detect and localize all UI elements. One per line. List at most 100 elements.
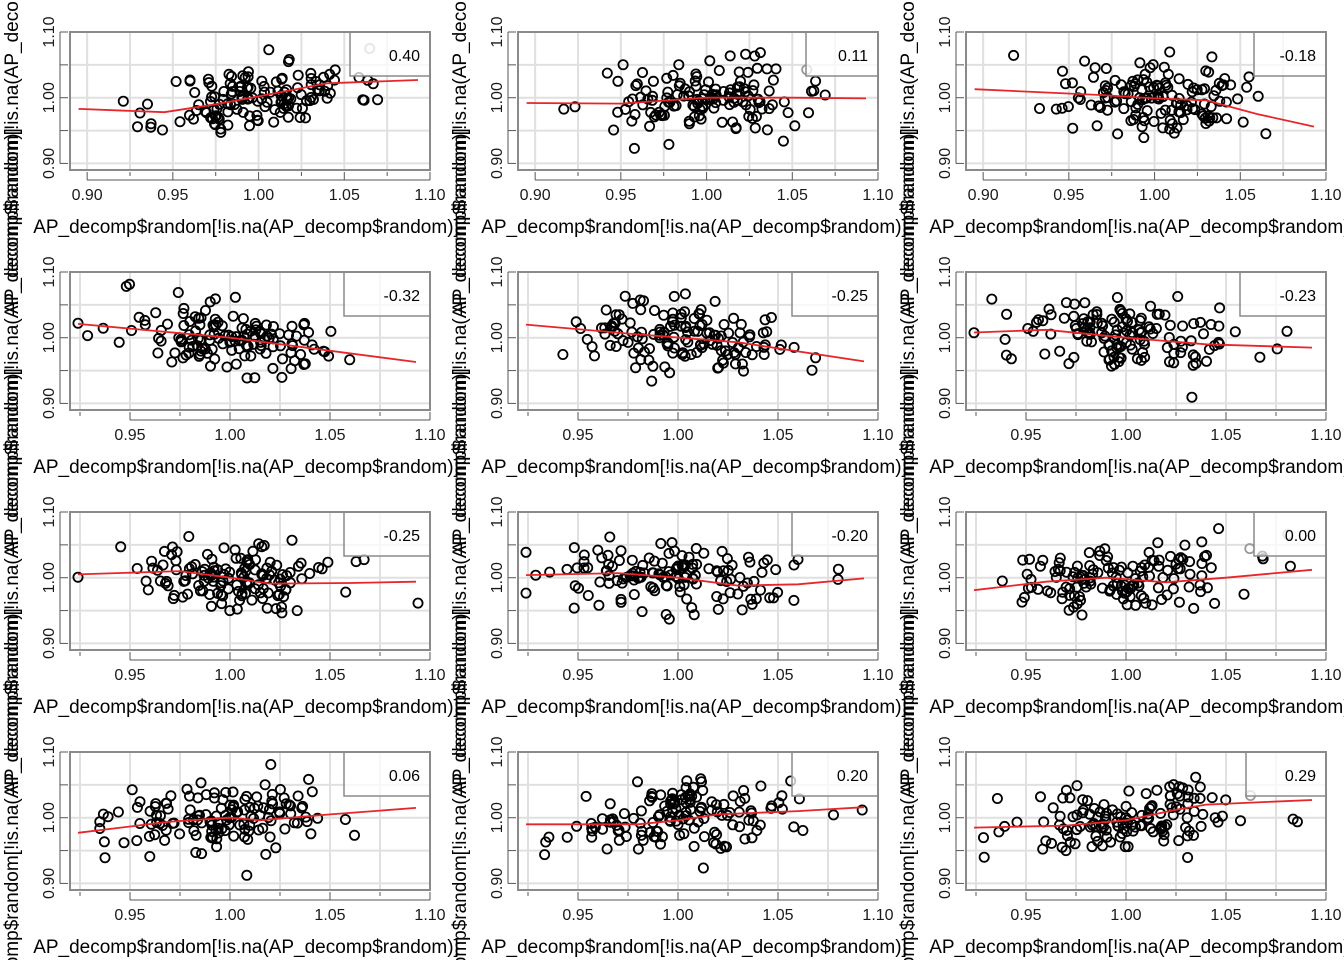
data-point: [635, 805, 647, 817]
data-point: [730, 122, 742, 134]
data-point: [265, 759, 277, 771]
data-point: [305, 67, 317, 79]
data-point: [663, 547, 675, 559]
data-point: [249, 564, 261, 576]
panel-border: [517, 31, 879, 171]
data-point: [571, 562, 583, 574]
data-point: [1152, 537, 1164, 549]
data-point: [628, 142, 640, 154]
y-axis-title: AP_decomp$random[!is.na(AP_decomp$random…: [898, 368, 919, 794]
panel-lag-1: 0.40 0.90 0.95 1.00 1.05 1.10 0.90 1.00 1.10 AP_d…: [2, 0, 459, 314]
data-point: [698, 547, 710, 559]
x-axis-title: AP_decomp$random[!is.na(AP_decomp$random…: [929, 937, 1344, 958]
data-point: [1047, 802, 1059, 814]
data-point: [209, 110, 221, 122]
data-point: [606, 320, 618, 332]
data-point: [190, 829, 202, 841]
data-point: [1084, 821, 1096, 833]
data-point: [1145, 300, 1157, 312]
data-point: [97, 322, 109, 334]
data-point: [578, 562, 590, 574]
smooth-line: [525, 323, 865, 363]
y-axis-title: AP_decomp$random[!is.na(AP_decomp$random…: [898, 128, 919, 554]
data-point: [637, 559, 649, 571]
x-tick-label: 1.05: [314, 667, 345, 684]
data-point: [177, 591, 189, 603]
data-point: [367, 78, 379, 90]
data-point: [150, 798, 162, 810]
data-point: [1179, 539, 1191, 551]
x-tick-label: 1.05: [1210, 907, 1241, 924]
y-tick-label: 1.10: [41, 496, 58, 527]
data-point: [298, 358, 310, 370]
data-point: [755, 780, 767, 792]
x-tick-label: 1.05: [314, 907, 345, 924]
y-tick-label: 1.10: [489, 256, 506, 287]
data-point: [1214, 95, 1226, 107]
data-point: [215, 126, 227, 138]
data-point: [634, 566, 646, 578]
data-point: [195, 777, 207, 789]
data-point: [1148, 555, 1160, 567]
data-point: [751, 825, 763, 837]
data-point: [183, 531, 195, 543]
data-point: [612, 75, 624, 87]
y-axis-title: AP_decomp$random[!is.na(AP_decomp$random…: [450, 0, 471, 314]
data-point: [1201, 355, 1213, 367]
data-point: [210, 319, 222, 331]
data-point: [72, 317, 84, 329]
data-point: [269, 104, 281, 116]
data-point: [256, 541, 268, 553]
smooth-line: [973, 568, 1313, 592]
data-point: [126, 784, 138, 796]
data-point: [561, 831, 573, 843]
data-point: [1053, 557, 1065, 569]
data-point: [1132, 74, 1144, 86]
data-point: [724, 807, 736, 819]
data-point: [286, 534, 298, 546]
data-point: [1017, 554, 1029, 566]
correlation-box: [343, 751, 431, 797]
data-point: [225, 70, 237, 82]
data-point: [1126, 580, 1138, 592]
data-point: [725, 84, 737, 96]
x-tick-label: 1.00: [1110, 427, 1141, 444]
correlation-label: -0.25: [832, 288, 869, 305]
data-point: [599, 328, 611, 340]
data-point: [1195, 820, 1207, 832]
data-point: [1069, 320, 1081, 332]
data-point: [134, 796, 146, 808]
data-point: [134, 107, 146, 119]
data-point: [558, 103, 570, 115]
data-point: [716, 545, 728, 557]
correlation-label: 0.40: [389, 48, 420, 65]
panel-border: [965, 271, 1327, 411]
x-tick-label: 0.95: [114, 667, 145, 684]
data-point: [1134, 315, 1146, 327]
data-point: [1082, 316, 1094, 328]
x-tick-label: 1.00: [243, 187, 274, 204]
data-point: [271, 559, 283, 571]
x-tick-label: 1.00: [214, 907, 245, 924]
x-axis-title: AP_decomp$random[!is.na(AP_decomp$random…: [929, 217, 1344, 238]
x-tick-label: 1.10: [1310, 907, 1341, 924]
data-point: [766, 99, 778, 111]
data-point: [674, 829, 686, 841]
data-point: [306, 786, 318, 798]
x-tick-label: 1.00: [1139, 187, 1170, 204]
data-point: [1109, 333, 1121, 345]
data-point: [978, 851, 990, 863]
data-point: [671, 561, 683, 573]
data-point: [727, 819, 739, 831]
data-point: [161, 797, 173, 809]
data-point: [788, 821, 800, 833]
y-tick-label: 1.10: [41, 256, 58, 287]
data-point: [1120, 812, 1132, 824]
data-point: [267, 320, 279, 332]
data-point: [682, 326, 694, 338]
y-tick-label: 0.90: [937, 628, 954, 659]
data-point: [1001, 308, 1013, 320]
y-tick-label: 1.00: [41, 322, 58, 353]
data-point: [733, 66, 745, 78]
